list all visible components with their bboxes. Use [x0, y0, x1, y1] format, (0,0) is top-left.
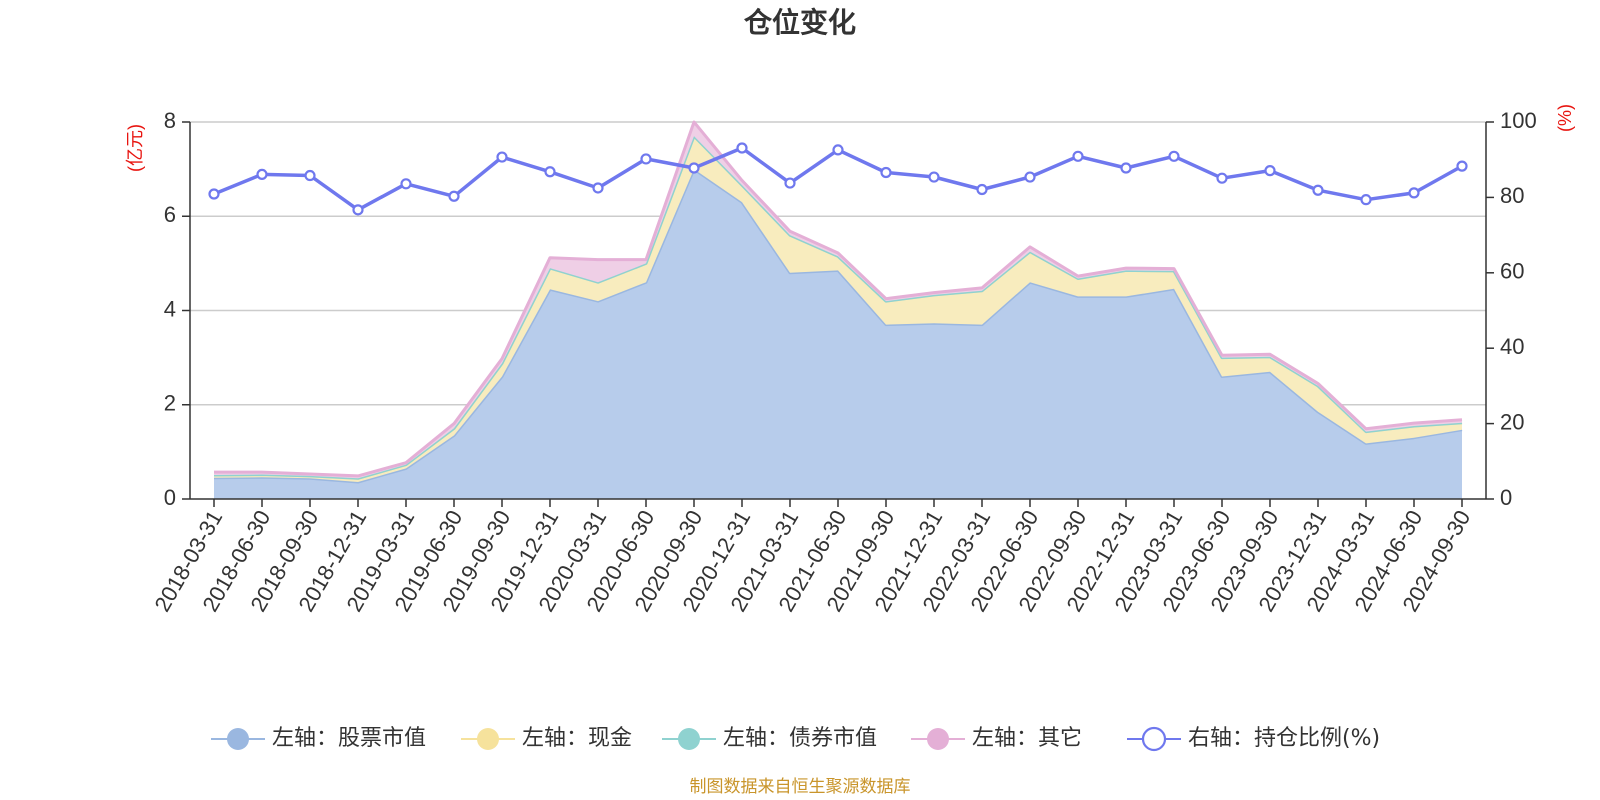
right-axis-tick-label: 40: [1500, 334, 1524, 359]
right-axis-tick-label: 20: [1500, 409, 1524, 434]
ratio-point: [1264, 165, 1276, 177]
ratio-point: [880, 166, 892, 179]
right-axis-tick-label: 60: [1500, 259, 1524, 284]
ratio-point: [736, 142, 748, 154]
ratio-point: [400, 178, 412, 190]
right-axis-tick-label: 80: [1500, 183, 1524, 208]
legend-marker: [927, 728, 949, 750]
right-axis-tick-label: 100: [1500, 108, 1537, 133]
legend-marker: [678, 728, 700, 750]
ratio-point: [496, 151, 508, 163]
right-axis-tick-label: 0: [1500, 485, 1512, 510]
legend: 左轴：股票市值 左轴：现金 左轴：债券市值 左轴：其它 右轴：持仓比例(%): [211, 726, 1380, 752]
ratio-point: [688, 162, 700, 174]
legend-label: 左轴：其它: [972, 726, 1082, 751]
ratio-point: [1312, 184, 1324, 196]
ratio-point: [592, 182, 604, 194]
ratio-point: [1408, 187, 1420, 199]
ratio-point: [928, 171, 940, 183]
ratio-point: [448, 190, 460, 202]
ratio-point: [1216, 172, 1228, 184]
left-axis-unit: (亿元): [125, 124, 145, 172]
left-axis-tick-label: 0: [164, 485, 176, 510]
area-左轴：股票市值: [214, 169, 1462, 499]
ratio-point: [832, 144, 844, 156]
legend-marker: [1141, 726, 1167, 752]
legend-label: 左轴：债券市值: [723, 726, 877, 751]
ratio-point: [304, 169, 316, 182]
ratio-point: [784, 177, 796, 189]
legend-label: 左轴：股票市值: [272, 726, 426, 751]
ratio-point: [1120, 162, 1132, 174]
ratio-point: [208, 188, 220, 200]
left-axis-tick-label: 6: [164, 202, 176, 227]
ratio-point: [1456, 160, 1468, 172]
ratio-point: [256, 168, 268, 181]
ratio-point: [352, 204, 364, 216]
ratio-point: [544, 166, 556, 178]
ratio-point: [640, 153, 652, 165]
chart-title: 仓位变化: [744, 6, 856, 39]
left-axis-tick-label: 2: [164, 391, 176, 416]
legend-label: 左轴：现金: [522, 726, 632, 751]
right-axis-unit: (%): [1555, 104, 1575, 132]
legend-label: 右轴：持仓比例(%): [1188, 726, 1380, 751]
area-edge-左轴：其它: [214, 120, 1463, 478]
legend-marker: [227, 728, 249, 750]
left-axis-tick-label: 4: [164, 296, 176, 321]
ratio-point: [1360, 194, 1372, 206]
ratio-line-path: [213, 146, 1463, 212]
left-axis-tick-label: 8: [164, 108, 176, 133]
ratio-point: [1072, 150, 1084, 162]
ratio-point: [1168, 150, 1180, 162]
stacked-areas: [213, 120, 1463, 499]
ratio-line: [208, 142, 1468, 216]
ratio-point: [976, 183, 988, 196]
source-note: 制图数据来自恒生聚源数据库: [690, 777, 911, 797]
ratio-point: [1024, 171, 1036, 183]
legend-marker: [477, 728, 499, 750]
